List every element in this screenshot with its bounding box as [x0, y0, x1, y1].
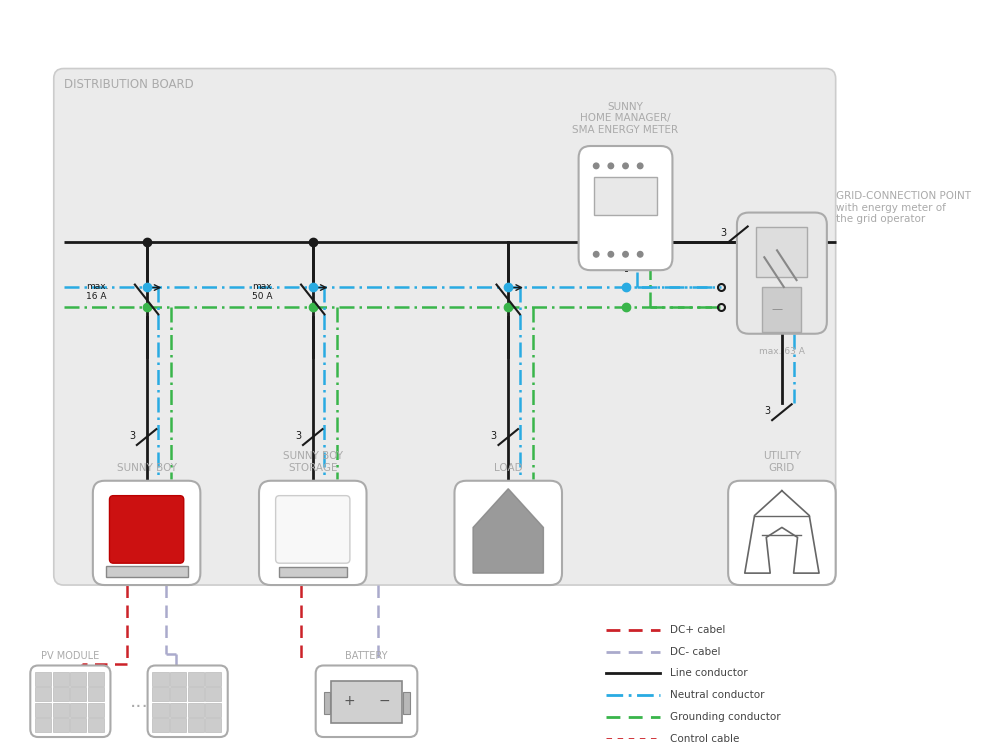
Bar	[170, 687, 186, 702]
Polygon shape	[473, 489, 543, 573]
Bar	[70, 703, 86, 716]
Bar	[594, 177, 657, 214]
Bar	[35, 687, 51, 702]
FancyBboxPatch shape	[259, 481, 367, 585]
Bar	[53, 718, 69, 732]
Text: 3: 3	[491, 431, 497, 441]
FancyBboxPatch shape	[30, 665, 110, 737]
Text: +: +	[343, 694, 355, 708]
Text: DC+ cabel: DC+ cabel	[670, 625, 725, 635]
Circle shape	[608, 251, 614, 257]
FancyBboxPatch shape	[579, 146, 672, 270]
Bar	[331, 682, 402, 723]
FancyBboxPatch shape	[148, 665, 228, 737]
Text: max.
50 A: max. 50 A	[252, 282, 275, 301]
Bar	[324, 693, 330, 714]
FancyBboxPatch shape	[93, 481, 200, 585]
Circle shape	[623, 251, 628, 257]
Text: Control cable: Control cable	[670, 734, 739, 744]
Text: 3: 3	[129, 431, 135, 441]
Text: 3: 3	[764, 406, 770, 416]
FancyBboxPatch shape	[728, 481, 836, 585]
Bar	[170, 718, 186, 732]
Circle shape	[637, 163, 643, 169]
FancyBboxPatch shape	[109, 496, 184, 563]
Text: PV MODULE: PV MODULE	[41, 650, 99, 661]
Text: 3: 3	[295, 431, 301, 441]
Bar	[188, 672, 204, 686]
Bar	[205, 687, 221, 702]
Text: Grounding conductor: Grounding conductor	[670, 712, 780, 722]
Bar	[53, 672, 69, 686]
Bar	[70, 672, 86, 686]
Bar	[152, 703, 169, 716]
Bar	[188, 718, 204, 732]
Bar	[88, 703, 104, 716]
Bar	[35, 703, 51, 716]
Text: max. 63 A: max. 63 A	[759, 347, 805, 356]
Bar	[188, 687, 204, 702]
Bar	[88, 718, 104, 732]
Bar	[205, 703, 221, 716]
Bar	[762, 287, 801, 332]
Text: SUNNY BOY: SUNNY BOY	[117, 463, 177, 472]
Circle shape	[608, 163, 614, 169]
FancyBboxPatch shape	[454, 481, 562, 585]
Bar	[152, 687, 169, 702]
FancyBboxPatch shape	[737, 213, 827, 334]
Bar	[152, 672, 169, 686]
Bar	[35, 718, 51, 732]
Text: Line conductor: Line conductor	[670, 668, 747, 679]
Bar	[70, 687, 86, 702]
Text: max.
16 A: max. 16 A	[86, 282, 109, 301]
FancyBboxPatch shape	[54, 68, 836, 585]
Text: GRID-CONNECTION POINT
with energy meter of
the grid operator: GRID-CONNECTION POINT with energy meter …	[836, 191, 971, 224]
Text: BATTERY: BATTERY	[345, 650, 388, 661]
Text: DC- cabel: DC- cabel	[670, 647, 720, 657]
Bar	[53, 687, 69, 702]
Circle shape	[637, 251, 643, 257]
Text: UTILITY
GRID: UTILITY GRID	[763, 451, 801, 472]
Bar	[53, 703, 69, 716]
Text: —: —	[771, 304, 783, 314]
Bar	[205, 672, 221, 686]
Bar	[35, 672, 51, 686]
Text: SUNNY
HOME MANAGER/
SMA ENERGY METER: SUNNY HOME MANAGER/ SMA ENERGY METER	[572, 102, 679, 135]
Bar	[279, 567, 347, 577]
Text: SUNNY BOY
STORAGE: SUNNY BOY STORAGE	[283, 451, 343, 472]
FancyBboxPatch shape	[316, 665, 417, 737]
Circle shape	[593, 163, 599, 169]
Text: DISTRIBUTION BOARD: DISTRIBUTION BOARD	[64, 78, 193, 92]
Bar	[106, 566, 188, 577]
Text: ...: ...	[129, 692, 148, 711]
Bar	[88, 672, 104, 686]
Bar	[170, 672, 186, 686]
Bar	[188, 703, 204, 716]
Bar	[205, 718, 221, 732]
Bar	[70, 718, 86, 732]
Circle shape	[623, 163, 628, 169]
Text: Neutral conductor: Neutral conductor	[670, 690, 764, 700]
Text: LOAD: LOAD	[494, 463, 523, 472]
Bar	[170, 703, 186, 716]
Bar	[152, 718, 169, 732]
FancyBboxPatch shape	[276, 496, 350, 563]
Bar	[756, 228, 807, 277]
Circle shape	[593, 251, 599, 257]
Text: −: −	[378, 694, 390, 708]
Bar	[88, 687, 104, 702]
Text: 3: 3	[720, 228, 726, 238]
Bar	[403, 693, 410, 714]
